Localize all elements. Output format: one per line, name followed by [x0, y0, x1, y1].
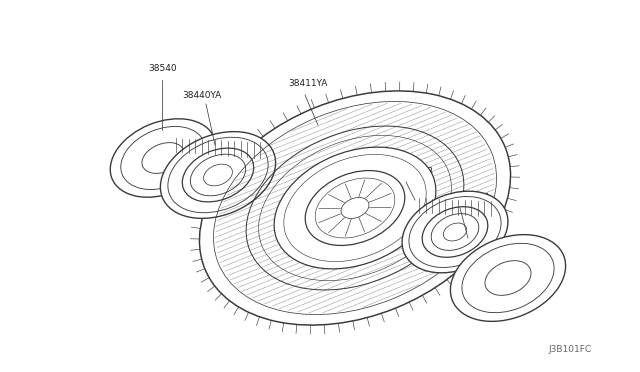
- Text: 38440YA: 38440YA: [182, 91, 221, 100]
- Ellipse shape: [402, 191, 508, 273]
- Text: J3B101FC: J3B101FC: [549, 345, 592, 354]
- Text: 38440YB: 38440YB: [393, 167, 433, 176]
- Ellipse shape: [161, 132, 276, 218]
- Ellipse shape: [110, 119, 216, 197]
- Ellipse shape: [200, 91, 511, 325]
- Text: 38540: 38540: [148, 64, 177, 73]
- Text: 38411YA: 38411YA: [288, 79, 328, 88]
- Ellipse shape: [451, 235, 566, 321]
- Ellipse shape: [274, 147, 436, 269]
- Text: 38540+A: 38540+A: [448, 193, 490, 202]
- Ellipse shape: [305, 170, 404, 246]
